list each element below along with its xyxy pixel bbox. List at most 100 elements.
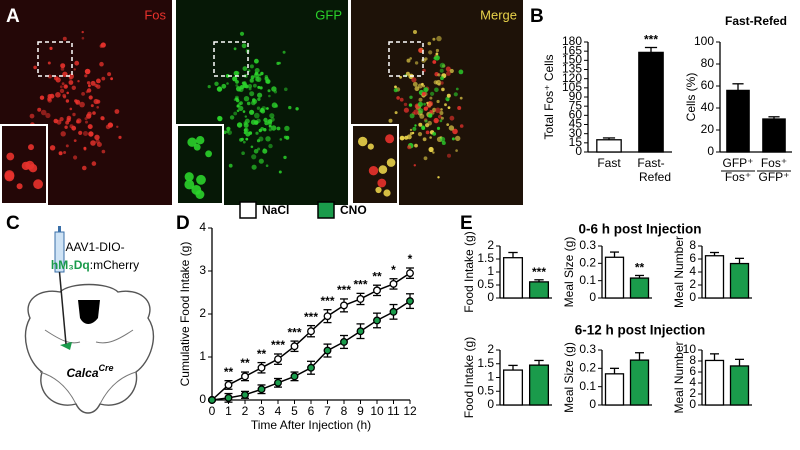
cell <box>60 63 66 69</box>
cell <box>91 161 97 166</box>
x-tick-label: 11 <box>387 404 400 418</box>
cell <box>81 30 84 34</box>
construct-receptor: hM₃Dq:mCherry <box>51 258 139 272</box>
point <box>241 372 249 381</box>
cell <box>73 68 76 71</box>
cell <box>58 151 63 156</box>
significance: ** <box>257 347 267 361</box>
cell <box>59 88 65 94</box>
cell <box>250 119 257 125</box>
cell <box>257 92 263 98</box>
point <box>257 363 266 372</box>
cell <box>88 95 93 100</box>
cell <box>105 124 111 130</box>
cell <box>439 111 444 115</box>
cell <box>248 87 252 91</box>
cell <box>459 124 464 128</box>
cell <box>243 122 249 128</box>
bar <box>704 255 725 299</box>
cell <box>421 126 426 130</box>
roi-box <box>388 41 424 77</box>
cell <box>440 76 444 81</box>
y-tick-label: 90 <box>569 89 583 103</box>
cell <box>445 66 451 72</box>
x-tick-label: Fos⁺ <box>761 156 787 170</box>
legend-swatch <box>317 201 335 219</box>
cell <box>68 76 73 80</box>
cell <box>404 135 409 140</box>
cell <box>75 99 81 105</box>
y-tick-label: 45 <box>569 117 583 131</box>
cell <box>59 117 64 122</box>
y-tick-label: 1 <box>487 264 494 278</box>
cell <box>247 84 253 89</box>
bar <box>762 118 786 153</box>
cell <box>423 156 428 161</box>
y-tick-label: 0 <box>487 397 494 411</box>
cell <box>81 36 85 40</box>
cell <box>421 91 426 96</box>
cell <box>423 106 428 111</box>
cell <box>78 130 83 135</box>
y-tick-label: 0 <box>487 290 494 304</box>
cell <box>447 106 451 109</box>
y-tick-label: 30 <box>569 126 583 140</box>
cell <box>437 82 441 86</box>
y-tick-label: 165 <box>562 43 582 57</box>
cell <box>427 100 434 107</box>
cell <box>233 47 237 51</box>
inset-cell <box>195 190 205 199</box>
x-tick-label: Refed <box>639 170 671 184</box>
point <box>290 342 299 351</box>
y-tick-label: 2 <box>689 277 696 291</box>
cell <box>110 77 113 81</box>
cell <box>414 86 420 92</box>
cell <box>428 146 434 153</box>
cell <box>86 81 91 85</box>
cell <box>236 109 240 113</box>
cell <box>216 86 223 92</box>
inset-cell <box>358 136 368 147</box>
micrograph-label: Merge <box>480 7 517 22</box>
cell <box>73 139 77 143</box>
cell <box>427 41 432 46</box>
y-tick-label: 0 <box>707 144 714 158</box>
cell <box>455 135 461 142</box>
cell <box>243 96 250 102</box>
y-axis-label: Meal Number <box>672 341 686 413</box>
cell <box>69 107 73 111</box>
cell <box>84 68 91 75</box>
cell <box>265 164 269 167</box>
inset-cell <box>377 178 387 188</box>
cell <box>414 61 419 65</box>
point <box>274 355 282 364</box>
significance: *** <box>532 265 546 279</box>
cell <box>282 50 286 54</box>
y-tick-label: 1.5 <box>477 356 494 370</box>
cell <box>428 50 433 55</box>
cell <box>251 154 257 160</box>
cell <box>263 117 268 123</box>
bar <box>604 373 625 406</box>
inset-cell <box>16 183 23 190</box>
cell <box>423 102 426 106</box>
legend-swatch <box>239 201 257 219</box>
cell <box>388 118 393 123</box>
cell <box>424 119 428 123</box>
y-axis-label: Meal Size (g) <box>562 342 576 413</box>
cell <box>409 57 413 60</box>
bar <box>528 364 550 406</box>
cell <box>446 123 450 126</box>
cell <box>441 87 445 92</box>
y-tick-label: 0.3 <box>579 238 596 252</box>
cell <box>419 113 425 119</box>
cell <box>438 114 442 119</box>
cell <box>49 46 53 51</box>
cell <box>432 132 437 136</box>
cell <box>428 113 433 118</box>
bar <box>729 365 750 406</box>
bar <box>629 359 650 406</box>
cell <box>84 117 88 121</box>
cell <box>409 113 415 119</box>
cell <box>260 107 265 112</box>
